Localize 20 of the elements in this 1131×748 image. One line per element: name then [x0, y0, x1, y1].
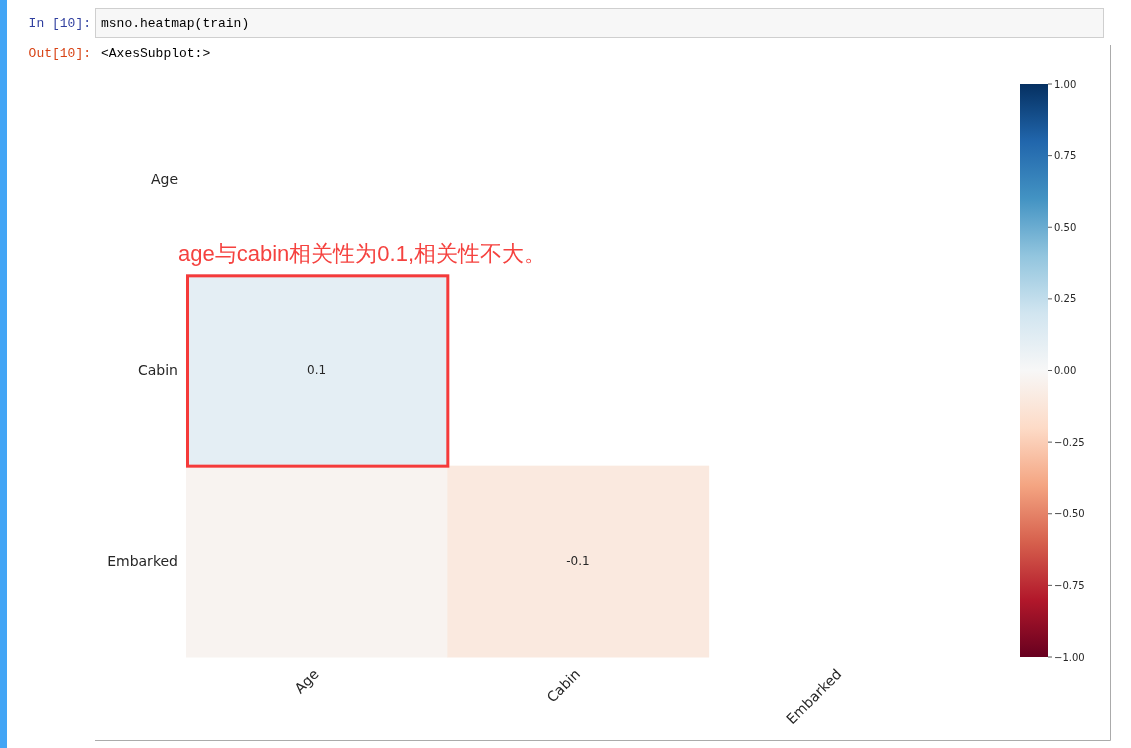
colorbar-tick-label: −0.25	[1054, 436, 1085, 448]
annotation: In [10]:	[28, 16, 91, 31]
colorbar-tick-label: 1.00	[1054, 78, 1077, 90]
annotation: Out[10]:	[28, 46, 91, 61]
colorbar-tick-label: −0.75	[1054, 579, 1085, 591]
y-tick-label: Age	[150, 170, 178, 187]
cell-label: 0.1	[307, 363, 327, 377]
y-tick-label: Embarked	[107, 553, 178, 570]
cell-label: -0.1	[566, 554, 590, 569]
annotation: msno.heatmap(train)	[101, 16, 250, 31]
annotation: <AxesSubplot:>	[101, 46, 211, 61]
annotation: age与cabin相关性为0.1,相关性不大。	[178, 241, 546, 267]
colorbar-tick-label: 0.50	[1054, 221, 1077, 233]
colorbar-tick-label: 0.25	[1054, 293, 1077, 305]
y-tick-label: Cabin	[138, 362, 178, 378]
colorbar-tick-label: 0.75	[1054, 150, 1077, 162]
colorbar-tick-label: −0.50	[1054, 508, 1085, 520]
colorbar-tick-label: 0.00	[1054, 365, 1077, 376]
colorbar-tick-label: −1.00	[1054, 651, 1085, 663]
x-tick-label: Age	[291, 665, 322, 697]
